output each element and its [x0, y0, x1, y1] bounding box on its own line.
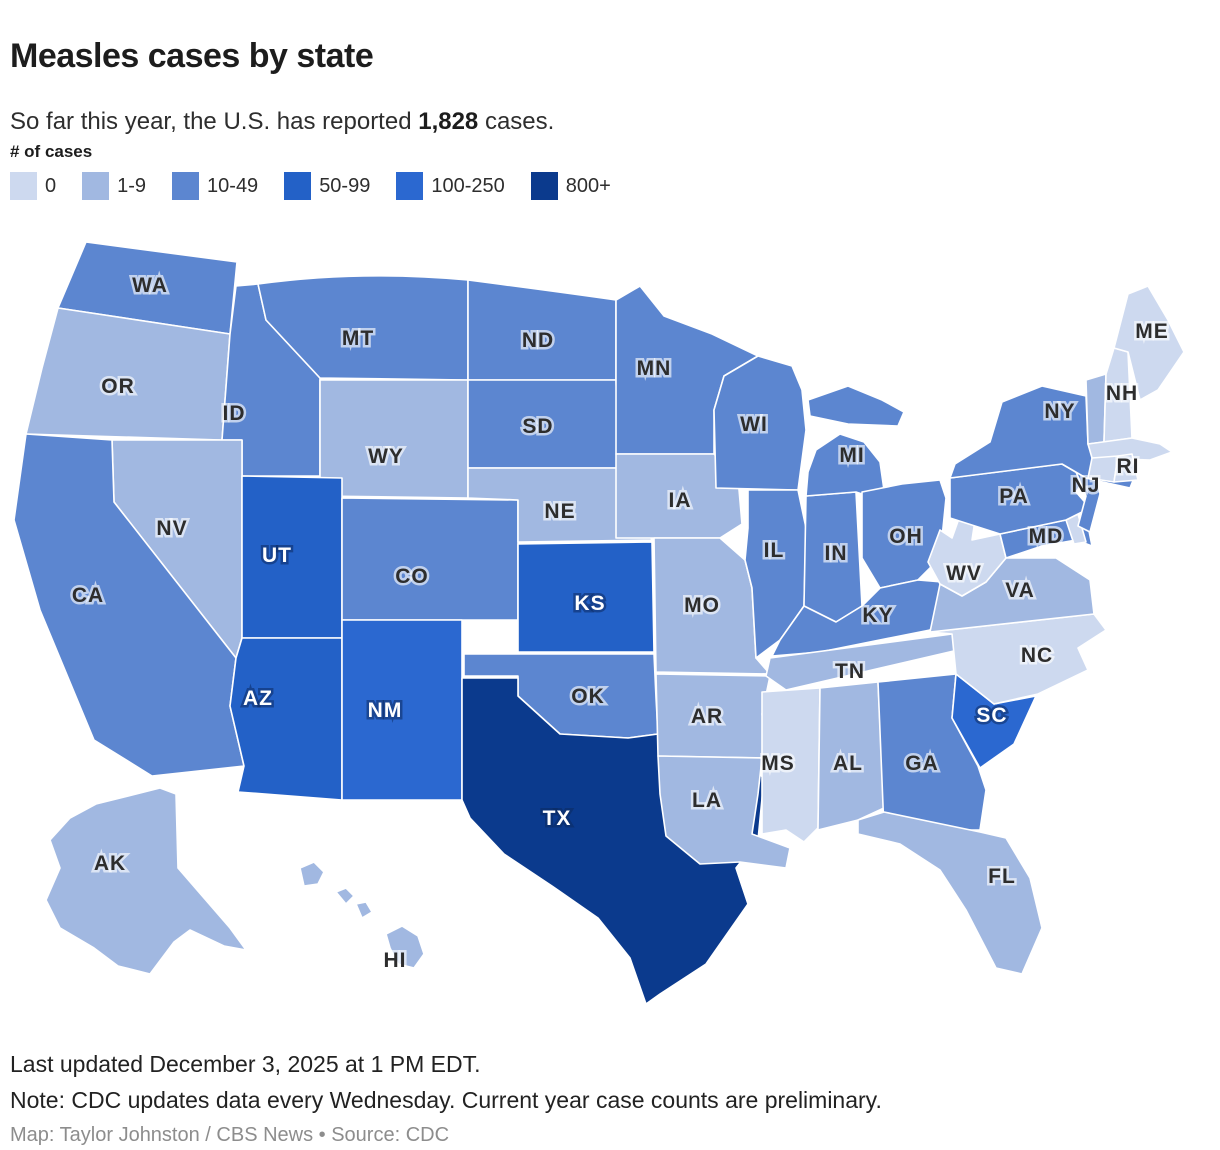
state-ri[interactable]: [1113, 453, 1139, 483]
state-in[interactable]: [803, 491, 863, 623]
legend-swatch: [396, 172, 424, 200]
subtitle-suffix: cases.: [478, 108, 555, 135]
state-tn[interactable]: [765, 633, 959, 691]
subtitle: So far this year, the U.S. has reported …: [10, 108, 554, 136]
state-fl[interactable]: [857, 811, 1043, 975]
subtitle-prefix: So far this year, the U.S. has reported: [10, 108, 419, 135]
state-ks[interactable]: [517, 541, 655, 653]
state-wi[interactable]: [713, 355, 807, 491]
legend-swatch: [284, 172, 312, 200]
state-il[interactable]: [744, 489, 807, 659]
legend-label: 100-250: [431, 174, 505, 197]
last-updated-note: Last updated December 3, 2025 at 1 PM ED…: [10, 1051, 481, 1077]
legend-label: 10-49: [207, 174, 259, 197]
legend-swatch: [82, 172, 110, 200]
state-wv[interactable]: [927, 509, 1007, 597]
state-nh[interactable]: [1103, 347, 1133, 443]
legend-item-0: 0: [10, 172, 56, 200]
subtitle-case-count: 1,828: [418, 108, 479, 135]
state-sd[interactable]: [467, 379, 621, 469]
state-or[interactable]: [25, 307, 231, 441]
legend-item-50-99: 50-99: [284, 172, 370, 200]
state-nd[interactable]: [467, 279, 617, 381]
legend-item-10-49: 10-49: [172, 172, 258, 200]
legend-label: 50-99: [319, 174, 371, 197]
page-title: Measles cases by state: [10, 36, 374, 75]
state-al[interactable]: [817, 681, 885, 831]
state-me[interactable]: [1113, 285, 1185, 401]
state-nm[interactable]: [341, 619, 463, 801]
state-ms[interactable]: [761, 687, 821, 843]
state-hi[interactable]: [299, 861, 425, 969]
state-mi[interactable]: [805, 385, 905, 497]
state-co[interactable]: [341, 497, 519, 621]
legend-label: 1-9: [117, 174, 147, 197]
state-la[interactable]: [657, 755, 791, 869]
data-note: Note: CDC updates data every Wednesday. …: [10, 1087, 882, 1113]
state-ar[interactable]: [655, 673, 771, 759]
legend-label: 0: [45, 174, 57, 197]
state-ut[interactable]: [241, 475, 343, 639]
legend-label: 800+: [565, 174, 611, 197]
legend-item-800+: 800+: [530, 172, 611, 200]
source-credit: Map: Taylor Johnston / CBS News • Source…: [10, 1124, 450, 1146]
state-vt[interactable]: [1085, 373, 1107, 445]
legend: 0 1-9 10-49 50-99 100-250 800+: [10, 172, 611, 200]
legend-item-1-9: 1-9: [82, 172, 146, 200]
state-ia[interactable]: [615, 453, 743, 539]
state-ak[interactable]: [45, 787, 247, 975]
legend-swatch: [10, 172, 37, 200]
state-ct[interactable]: [1087, 455, 1119, 483]
legend-item-100-250: 100-250: [396, 172, 505, 200]
us-choropleth-map: WA OR CA NV ID MT WY UT CO AZ NM ND SD NE KS OK TX MN IA MO…: [0, 228, 1220, 1018]
state-az[interactable]: [229, 637, 343, 801]
legend-swatch: [530, 172, 558, 200]
legend-title: # of cases: [10, 142, 93, 161]
state-nc[interactable]: [929, 613, 1107, 705]
legend-swatch: [172, 172, 200, 200]
